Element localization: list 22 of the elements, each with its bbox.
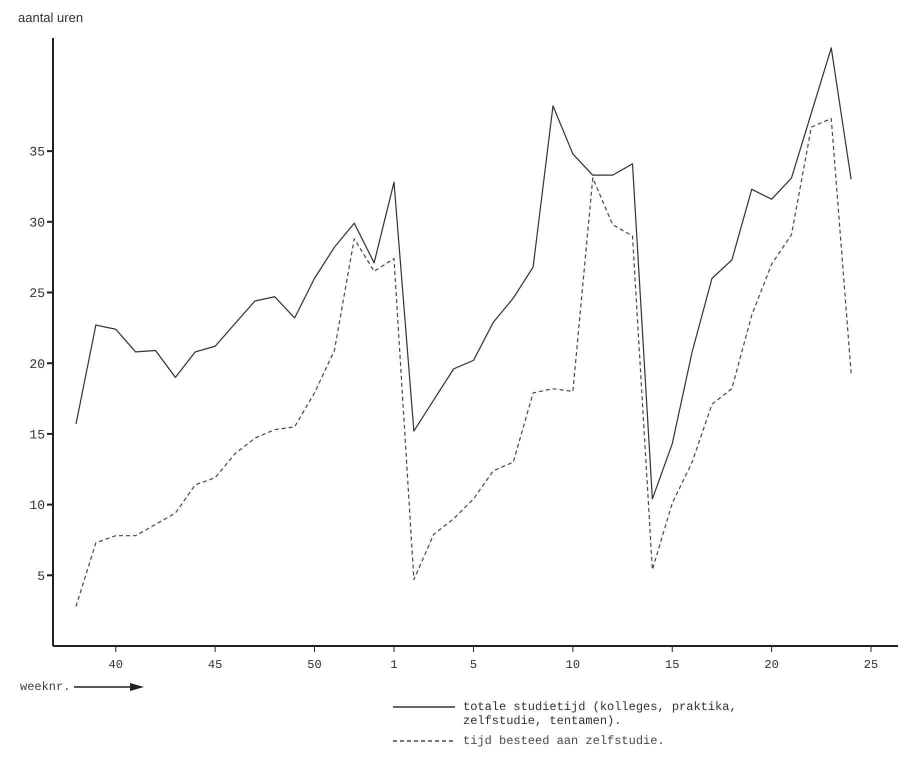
x-tick-label: 5 (470, 658, 478, 672)
y-tick-label: 5 (37, 568, 45, 584)
y-tick-label: 10 (29, 498, 45, 514)
x-tick-label: 50 (307, 658, 322, 672)
x-tick-label: 10 (566, 658, 580, 672)
x-tick-label: 1 (390, 658, 398, 672)
y-axis-title: aantal uren (18, 10, 84, 25)
y-tick-label: 20 (29, 356, 45, 372)
x-tick-label: 40 (108, 658, 123, 672)
x-axis-title: weeknr. (20, 680, 70, 694)
y-tick-label: 30 (29, 215, 45, 230)
x-tick-label: 45 (208, 658, 222, 672)
y-tick-label: 15 (29, 428, 45, 443)
x-tick-label: 20 (764, 658, 779, 672)
text: tijd besteed aan zelfstudie. (463, 734, 666, 748)
x-tick-label: 25 (864, 658, 878, 672)
line-series (75, 118, 852, 608)
y-tick-label: 25 (29, 286, 45, 302)
line-series (75, 47, 852, 500)
x-tick-label: 15 (665, 658, 680, 672)
y-tick-label: 35 (29, 144, 45, 160)
text: totale studietijd (kolleges, praktika, zelfstudie, tentamen). (463, 700, 738, 728)
